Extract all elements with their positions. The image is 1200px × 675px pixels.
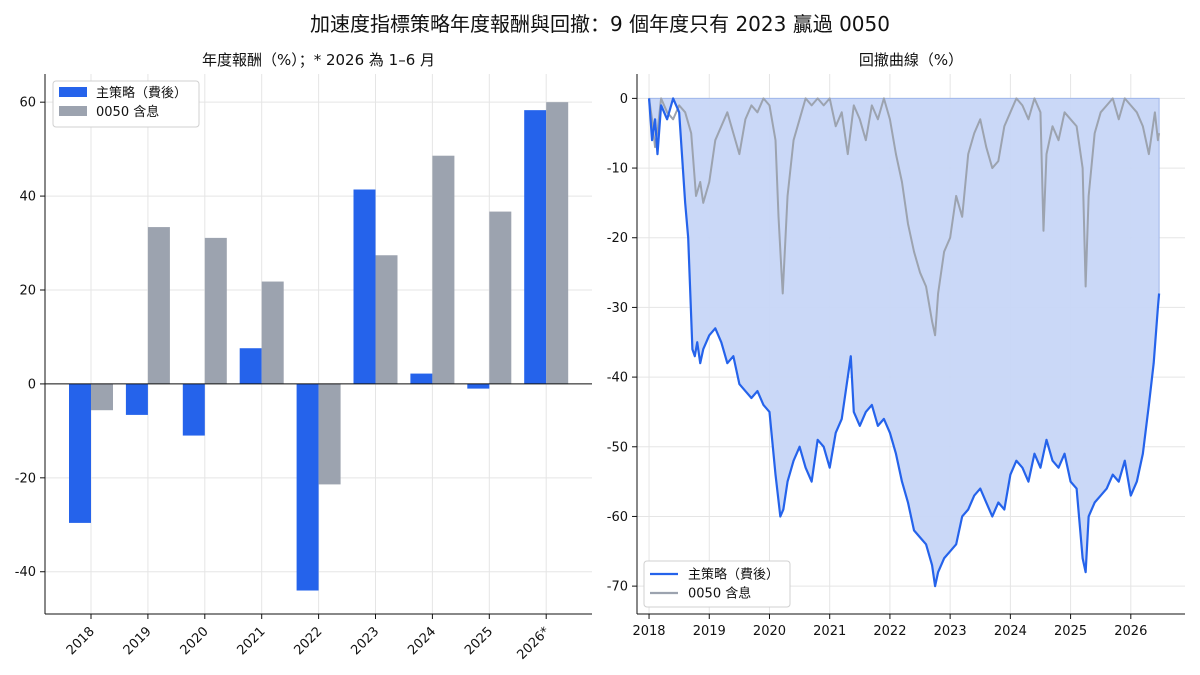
benchmark-bar [261, 281, 284, 384]
dd-xtick-label: 2020 [753, 624, 786, 639]
benchmark-bar [375, 255, 398, 384]
strategy-drawdown-line [647, 97, 1161, 588]
dd-ytick-label: -10 [607, 162, 628, 177]
benchmark-bar [432, 155, 455, 384]
dd-ytick-label: -40 [607, 371, 628, 386]
bar-xtick-label: 2019 [121, 624, 155, 658]
bar-ytick-label: -40 [15, 565, 36, 580]
strategy-bar [182, 383, 205, 436]
bar-xtick-label: 2023 [348, 624, 382, 658]
bar-ytick-label: 40 [19, 190, 36, 205]
dd-xtick-label: 2022 [873, 624, 906, 639]
strategy-bar [524, 110, 547, 384]
benchmark-drawdown-line [648, 97, 1161, 337]
bar-legend-swatch [59, 106, 87, 116]
drawdown-chart-title: 回撤曲線（%） [859, 51, 963, 69]
dd-ytick-label: -20 [607, 231, 628, 246]
dd-ytick-label: -30 [607, 301, 628, 316]
bar-ytick-label: 20 [19, 284, 36, 299]
bar-xtick-label: 2020 [178, 624, 212, 658]
dd-ytick-label: -50 [607, 440, 628, 455]
dd-ytick-label: -60 [607, 510, 628, 525]
bar-xtick-label: 2025 [462, 624, 496, 658]
benchmark-bar [91, 383, 113, 411]
benchmark-bar [204, 237, 227, 384]
benchmark-bar [147, 227, 170, 384]
strategy-bar [125, 383, 148, 415]
dd-xtick-label: 2023 [934, 624, 967, 639]
dd-xtick-label: 2025 [1054, 624, 1087, 639]
bar-ytick-label: -20 [15, 471, 36, 486]
dd-xtick-label: 2018 [632, 624, 665, 639]
bar-legend-label: 主策略（費後） [96, 85, 187, 101]
dd-legend-box [643, 560, 791, 608]
bar-legend-label: 0050 含息 [96, 104, 159, 120]
dd-ytick-label: 0 [620, 92, 628, 107]
bar-legend-box [52, 80, 200, 128]
strategy-bar [410, 373, 433, 384]
bar-xtick-label: 2022 [291, 624, 325, 658]
dd-legend-label: 0050 含息 [688, 586, 751, 602]
strategy-bar [467, 383, 490, 389]
figure-title: 加速度指標策略年度報酬與回撤：9 個年度只有 2023 贏過 0050 [310, 12, 890, 36]
benchmark-bar [318, 383, 341, 485]
bar-ytick-label: 60 [19, 96, 36, 111]
bar-xtick-label: 2024 [405, 624, 439, 658]
dd-xtick-label: 2021 [813, 624, 846, 639]
strategy-bar [296, 383, 319, 591]
dd-ytick-label: -70 [607, 580, 628, 595]
strategy-bar [353, 189, 376, 384]
dd-xtick-label: 2026 [1114, 624, 1147, 639]
bar-ytick-label: 0 [28, 377, 36, 392]
bar-legend-swatch [59, 87, 87, 97]
strategy-bar [239, 348, 262, 384]
dd-xtick-label: 2019 [693, 624, 726, 639]
bar-xtick-label: 2018 [64, 624, 98, 658]
bar-chart-title: 年度報酬（%）；* 2026 為 1–6 月 [202, 51, 435, 69]
benchmark-bar [489, 211, 512, 384]
strategy-bar [69, 383, 91, 523]
bar-xtick-label: 2026* [514, 624, 553, 663]
benchmark-bar [546, 102, 569, 384]
bar-xtick-label: 2021 [235, 624, 269, 658]
dd-legend-label: 主策略（費後） [688, 567, 779, 583]
dd-xtick-label: 2024 [994, 624, 1027, 639]
